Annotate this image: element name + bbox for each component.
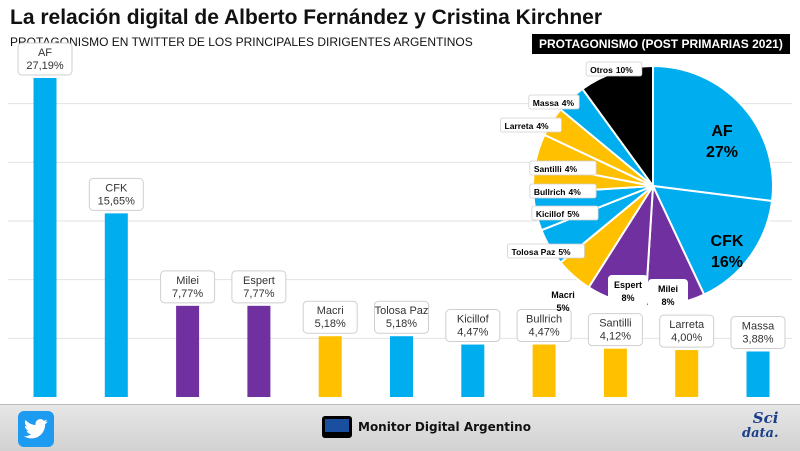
pie-label-name: Kicillof [536, 209, 565, 219]
category-label: Espert [243, 275, 275, 287]
category-label: Larreta [669, 319, 705, 331]
bar-santilli [603, 348, 627, 397]
chart-subtitle: PROTAGONISMO EN TWITTER DE LOS PRINCIPAL… [10, 35, 473, 49]
pie-label-bullrich: Bullrich 4% [534, 187, 581, 197]
pie-label-name: Tolosa Paz [512, 247, 556, 257]
bar-cfk [104, 213, 128, 397]
brand-label: Monitor Digital Argentino [358, 420, 531, 434]
chart-title: La relación digital de Alberto Fernández… [10, 6, 603, 29]
bar-espert [247, 305, 271, 397]
pie-label-box [500, 117, 562, 133]
data-label-box [587, 313, 643, 347]
pie-label-massa: Massa 4% [533, 98, 575, 108]
pie-label-cfk: CFK [711, 233, 744, 250]
pie-label-box [529, 160, 597, 176]
bar-kicillof [461, 344, 485, 397]
pie-chart-title: PROTAGONISMO (POST PRIMARIAS 2021) [532, 34, 790, 54]
value-label: 4,12% [600, 331, 631, 343]
data-label-box [730, 315, 786, 349]
category-label: Macri [317, 305, 344, 317]
bar-massa [746, 351, 770, 397]
category-label: Kicillof [457, 314, 490, 326]
category-label: Massa [742, 320, 775, 332]
bar-tolosa-paz [390, 336, 413, 397]
data-label-box [302, 300, 358, 334]
data-label-box [659, 314, 715, 348]
pie-label-af: AF [711, 123, 733, 140]
pie-label-name: Bullrich [534, 187, 566, 197]
data-label-box [160, 270, 216, 304]
scidata-logo: Sci data. [742, 409, 779, 442]
pie-label-otros: Otros 10% [590, 65, 633, 75]
pie-label-tolosa-paz: Tolosa Paz 5% [512, 247, 572, 257]
pie-value-cfk: 16% [711, 254, 743, 271]
value-label: 4,00% [671, 332, 702, 344]
bar-milei [176, 305, 200, 397]
twitter-bird-icon [18, 411, 54, 447]
value-label: 5,18% [386, 318, 417, 330]
pie-label-macri: Macri [551, 290, 575, 300]
pie-value-af: 27% [706, 144, 738, 161]
bar-larreta [675, 350, 699, 397]
value-label: 7,77% [172, 288, 203, 300]
value-label: 4,47% [457, 327, 488, 339]
data-label-box [17, 42, 73, 76]
pie-chart: AF27%CFK16%Milei8%Espert8%Macri5%Tolosa … [500, 61, 774, 313]
scidata-line1: Sci [752, 409, 779, 427]
value-label: 15,65% [98, 195, 136, 207]
bar-af [33, 77, 57, 397]
category-label: CFK [105, 182, 128, 194]
value-label: 4,47% [528, 327, 559, 339]
value-label: 5,18% [315, 318, 346, 330]
pie-value-espert: 8% [621, 293, 634, 303]
category-label: Santilli [599, 318, 631, 330]
category-label: Tolosa Paz [375, 305, 429, 317]
pie-value-macri: 5% [556, 303, 569, 313]
pie-label-box [648, 279, 688, 310]
pie-label-milei: Milei [658, 284, 678, 294]
pie-label-box [529, 183, 597, 199]
pie-label-name: Massa [533, 98, 559, 108]
footer-bar: Monitor Digital Argentino Sci data. [0, 404, 800, 451]
pie-slice-af [652, 64, 774, 203]
data-label-box [88, 177, 144, 211]
pie-label-box [507, 243, 585, 259]
monitor-icon [322, 416, 352, 438]
pie-label-santilli: Santilli 4% [534, 164, 578, 174]
pie-label-name: Santilli [534, 164, 562, 174]
pie-label-value: 4% [565, 164, 578, 174]
pie-value-milei: 8% [661, 297, 674, 307]
data-label-box [516, 309, 572, 343]
pie-label-name: Larreta [505, 121, 534, 131]
pie-label-kicillof: Kicillof 5% [536, 209, 580, 219]
bar-macri [318, 336, 342, 397]
pie-label-larreta: Larreta 4% [505, 121, 550, 131]
pie-label-value: 4% [562, 98, 575, 108]
category-label: AF [38, 47, 52, 59]
pie-label-espert: Espert [614, 280, 642, 290]
pie-label-value: 5% [567, 209, 580, 219]
category-label: Milei [176, 275, 199, 287]
category-label: Bullrich [526, 314, 562, 326]
data-label-box [231, 270, 287, 304]
value-label: 7,77% [243, 288, 274, 300]
data-label-box [374, 300, 429, 334]
pie-label-value: 4% [569, 187, 582, 197]
pie-label-value: 5% [558, 247, 571, 257]
pie-slice-cfk [651, 184, 774, 296]
bar-bullrich [532, 344, 556, 397]
value-label: 3,88% [742, 333, 773, 345]
pie-label-value: 4% [536, 121, 549, 131]
pie-label-box [531, 205, 599, 221]
pie-label-box [528, 94, 580, 110]
data-label-box [445, 309, 501, 343]
pie-label-box [585, 61, 643, 77]
scidata-line2: data. [742, 426, 779, 441]
pie-label-name: Otros [590, 65, 613, 75]
pie-label-value: 10% [616, 65, 633, 75]
pie-label-box [608, 275, 648, 306]
value-label: 27,19% [26, 60, 64, 72]
